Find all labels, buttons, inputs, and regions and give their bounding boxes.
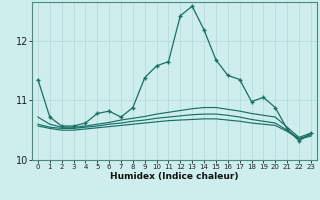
X-axis label: Humidex (Indice chaleur): Humidex (Indice chaleur) [110,172,239,181]
